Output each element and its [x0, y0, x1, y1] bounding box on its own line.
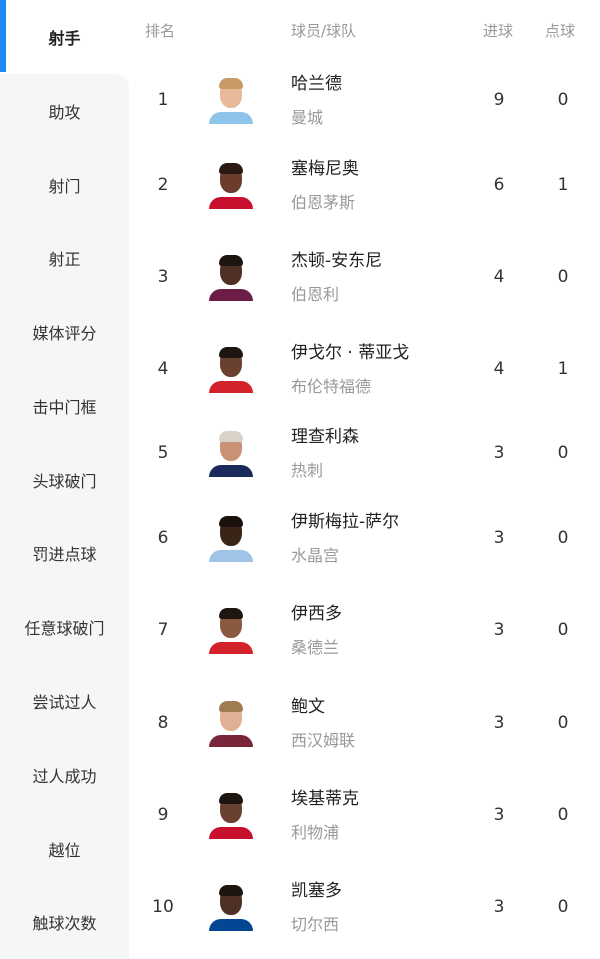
sidebar-item[interactable]: 射门	[0, 148, 129, 222]
rank: 7	[157, 620, 169, 640]
table-row[interactable]: 10 凯塞多 切尔西 3 0	[129, 861, 600, 953]
player-avatar	[209, 514, 253, 562]
player-name[interactable]: 伊斯梅拉-萨尔	[291, 512, 400, 532]
penalties: 0	[557, 620, 569, 640]
table-row[interactable]: 8 鲍文 西汉姆联 3 0	[129, 677, 600, 769]
rank: 5	[157, 443, 169, 463]
player-avatar	[209, 699, 253, 747]
player-avatar	[209, 345, 253, 393]
player-name[interactable]: 杰顿-安东尼	[291, 251, 383, 271]
player-name[interactable]: 埃基蒂克	[291, 789, 359, 809]
player-name[interactable]: 哈兰德	[291, 74, 342, 94]
rank: 9	[157, 805, 169, 825]
rank: 3	[157, 267, 169, 287]
team-name: 水晶宫	[291, 546, 340, 565]
player-avatar	[209, 429, 253, 477]
sidebar-item[interactable]: 任意球破门	[0, 590, 129, 664]
player-avatar	[209, 606, 253, 654]
player-avatar	[209, 883, 253, 931]
sidebar-item[interactable]: 尝试过人	[0, 664, 129, 738]
goals: 3	[493, 805, 505, 825]
table-row[interactable]: 3 杰顿-安东尼 伯恩利 4 0	[129, 231, 600, 323]
rank: 6	[157, 528, 169, 548]
table-row[interactable]: 4 伊戈尔 · 蒂亚戈 布伦特福德 4 1	[129, 323, 600, 415]
table-row[interactable]: 7 伊西多 桑德兰 3 0	[129, 584, 600, 676]
team-name: 曼城	[291, 108, 324, 127]
goals: 3	[493, 620, 505, 640]
player-avatar	[209, 161, 253, 209]
header-rank: 排名	[145, 22, 176, 40]
player-name[interactable]: 理查利森	[291, 427, 359, 447]
rank: 2	[157, 175, 169, 195]
header-goals: 进球	[483, 22, 514, 40]
team-name: 伯恩茅斯	[291, 193, 356, 212]
goals: 4	[493, 359, 505, 379]
team-name: 伯恩利	[291, 285, 340, 304]
table-row[interactable]: 6 伊斯梅拉-萨尔 水晶宫 3 0	[129, 492, 600, 584]
rank: 1	[157, 90, 169, 110]
player-name[interactable]: 凯塞多	[291, 881, 342, 901]
goals: 3	[493, 528, 505, 548]
table-row[interactable]: 2 塞梅尼奥 伯恩茅斯 6 1	[129, 139, 600, 231]
header-penalties: 点球	[545, 22, 576, 40]
table-row[interactable]: 9 埃基蒂克 利物浦 3 0	[129, 769, 600, 861]
rank: 10	[152, 897, 174, 917]
penalties: 0	[557, 713, 569, 733]
penalties: 0	[557, 267, 569, 287]
penalties: 1	[557, 175, 569, 195]
sidebar-item[interactable]: 射正	[0, 221, 129, 295]
team-name: 切尔西	[291, 915, 340, 934]
team-name: 布伦特福德	[291, 377, 372, 396]
goals: 4	[493, 267, 505, 287]
player-name[interactable]: 鲍文	[291, 697, 325, 717]
goals: 3	[493, 443, 505, 463]
team-name: 西汉姆联	[291, 731, 356, 750]
team-name: 热刺	[291, 461, 324, 480]
player-avatar	[209, 791, 253, 839]
player-avatar	[209, 76, 253, 124]
player-name[interactable]: 塞梅尼奥	[291, 159, 359, 179]
sidebar-item[interactable]: 击中门框	[0, 369, 129, 443]
penalties: 0	[557, 528, 569, 548]
player-name[interactable]: 伊戈尔 · 蒂亚戈	[291, 343, 410, 363]
goals: 9	[493, 90, 505, 110]
header-player: 球员/球队	[291, 22, 357, 40]
sidebar-item[interactable]: 触球次数	[0, 885, 129, 959]
table-row[interactable]: 1 哈兰德 曼城 9 0	[129, 54, 600, 146]
rank: 8	[157, 713, 169, 733]
player-name[interactable]: 伊西多	[291, 604, 342, 624]
goals: 3	[493, 713, 505, 733]
sidebar-item[interactable]: 过人成功	[0, 738, 129, 812]
team-name: 桑德兰	[291, 638, 340, 657]
sidebar-item[interactable]: 越位	[0, 812, 129, 886]
goals: 6	[493, 175, 505, 195]
sidebar-item[interactable]: 媒体评分	[0, 295, 129, 369]
sidebar-item[interactable]: 助攻	[0, 74, 129, 148]
penalties: 0	[557, 897, 569, 917]
penalties: 0	[557, 443, 569, 463]
rank: 4	[157, 359, 169, 379]
table-row[interactable]: 5 理查利森 热刺 3 0	[129, 407, 600, 499]
penalties: 0	[557, 90, 569, 110]
penalties: 1	[557, 359, 569, 379]
team-name: 利物浦	[291, 823, 340, 842]
sidebar-item[interactable]: 头球破门	[0, 443, 129, 517]
sidebar-item[interactable]: 射手	[0, 0, 129, 74]
penalties: 0	[557, 805, 569, 825]
player-avatar	[209, 253, 253, 301]
sidebar-item[interactable]: 罚进点球	[0, 516, 129, 590]
category-sidebar: 射手 助攻 射门 射正 媒体评分 击中门框 头球破门 罚进点球 任意球破门 尝试过人 过人成功 越位触…	[0, 0, 129, 959]
goals: 3	[493, 897, 505, 917]
